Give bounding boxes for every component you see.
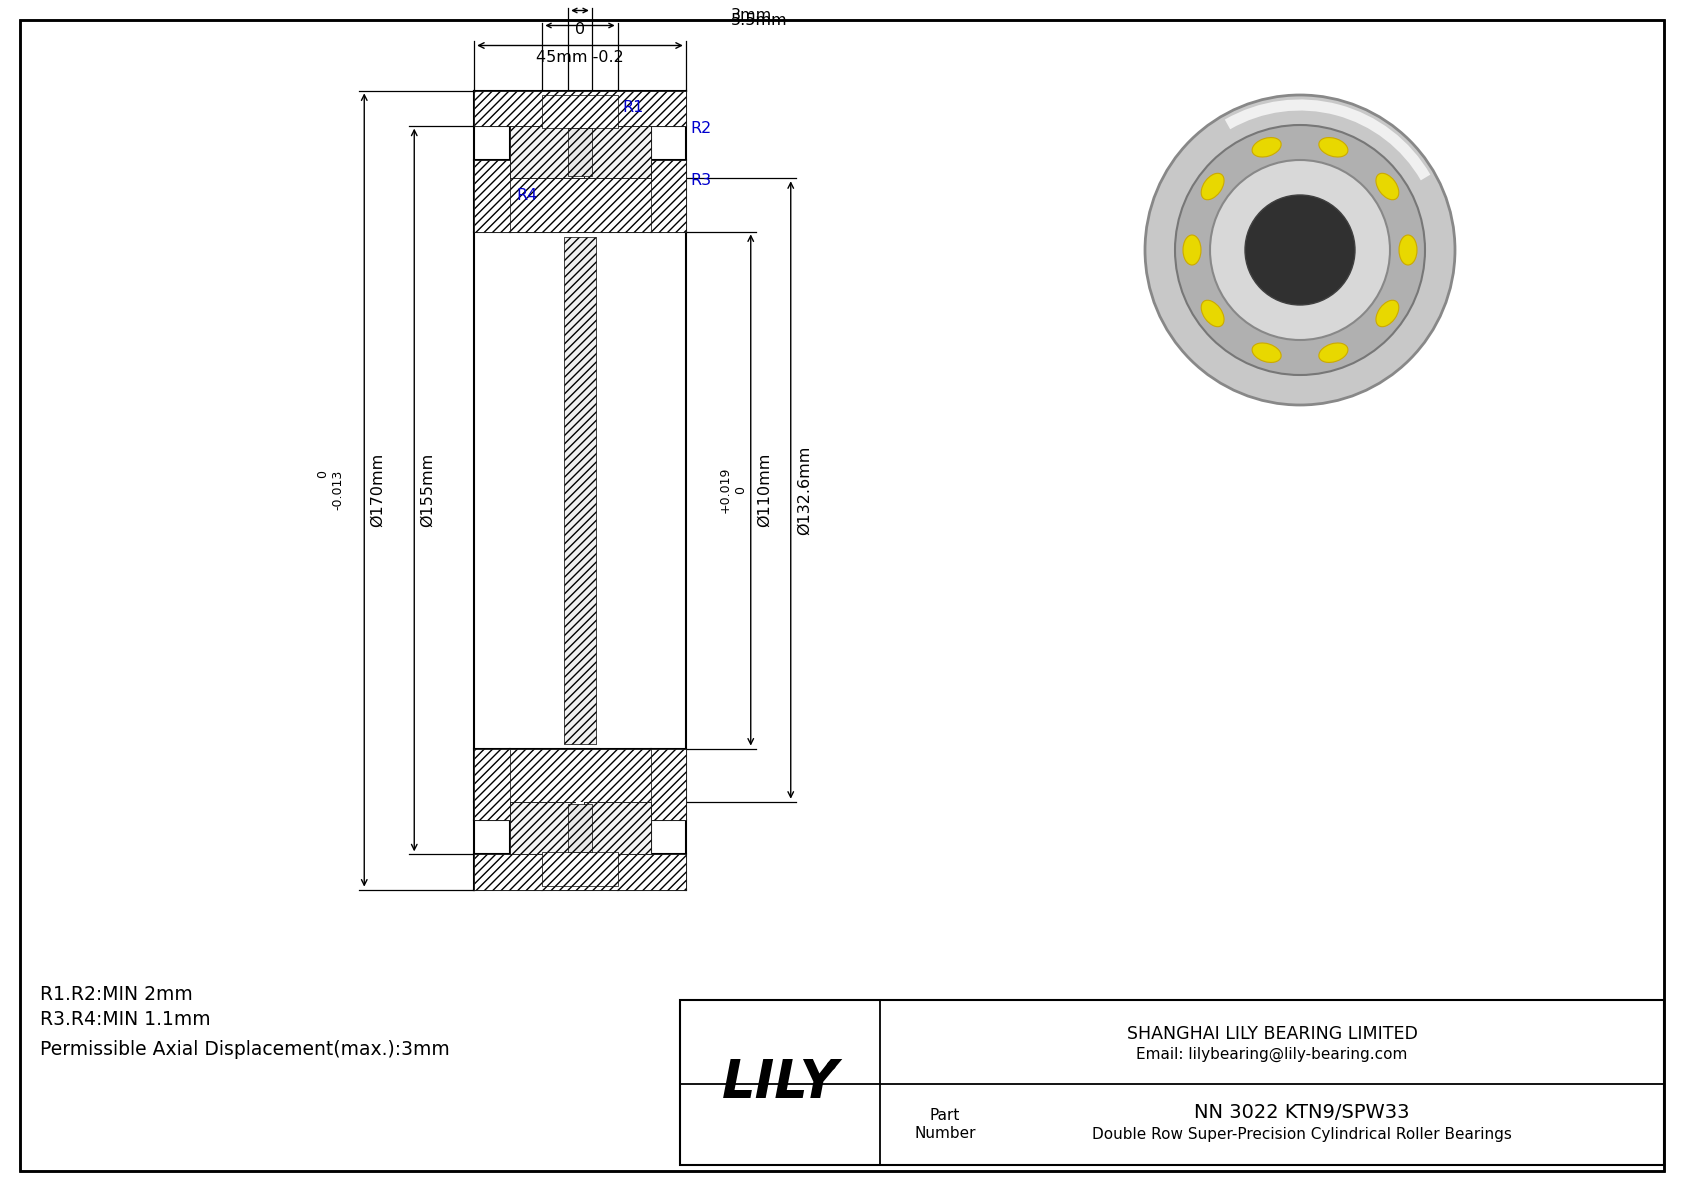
Circle shape — [1175, 125, 1425, 375]
Text: R1.R2:MIN 2mm: R1.R2:MIN 2mm — [40, 985, 192, 1004]
Bar — [475, 160, 510, 231]
Text: +0.019
0: +0.019 0 — [719, 467, 746, 513]
Ellipse shape — [1376, 173, 1399, 200]
Text: R3.R4:MIN 1.1mm: R3.R4:MIN 1.1mm — [40, 1010, 210, 1029]
Bar — [1079, 55, 1531, 445]
Bar — [650, 160, 685, 231]
Text: Double Row Super-Precision Cylindrical Roller Bearings: Double Row Super-Precision Cylindrical R… — [1091, 1127, 1512, 1142]
Ellipse shape — [1253, 137, 1282, 157]
Bar — [576, 126, 584, 179]
Ellipse shape — [1319, 137, 1347, 157]
Text: R4: R4 — [517, 188, 537, 204]
Ellipse shape — [1182, 235, 1201, 266]
Text: NN 3022 KTN9/SPW33: NN 3022 KTN9/SPW33 — [1194, 1103, 1410, 1122]
Bar — [510, 802, 576, 854]
Bar — [475, 179, 685, 231]
Ellipse shape — [1201, 173, 1224, 200]
Bar — [475, 748, 685, 802]
Text: 0: 0 — [574, 23, 584, 37]
Bar — [475, 748, 510, 821]
Text: ®: ® — [823, 1060, 837, 1073]
Text: Ø170mm: Ø170mm — [370, 453, 386, 528]
Text: SHANGHAI LILY BEARING LIMITED: SHANGHAI LILY BEARING LIMITED — [1127, 1025, 1418, 1043]
Text: 0
-0.013: 0 -0.013 — [317, 470, 344, 510]
Text: Email: lilybearing@lily-bearing.com: Email: lilybearing@lily-bearing.com — [1137, 1047, 1408, 1061]
Text: Permissible Axial Displacement(max.):3mm: Permissible Axial Displacement(max.):3mm — [40, 1040, 450, 1059]
Bar — [568, 127, 591, 176]
Bar — [584, 126, 650, 179]
Bar — [650, 748, 685, 821]
Text: R2: R2 — [690, 120, 712, 136]
Text: Part
Number: Part Number — [914, 1109, 975, 1141]
Circle shape — [1145, 95, 1455, 405]
Text: 45mm -0.2: 45mm -0.2 — [536, 50, 623, 64]
Bar — [542, 94, 618, 127]
Text: 3mm: 3mm — [731, 8, 771, 23]
Text: R1: R1 — [623, 100, 643, 116]
Circle shape — [1211, 160, 1389, 339]
Bar — [564, 237, 596, 743]
Ellipse shape — [1319, 343, 1347, 362]
Text: Ø132.6mm: Ø132.6mm — [797, 445, 812, 535]
Bar — [576, 802, 584, 854]
Bar — [584, 802, 650, 854]
Text: 5.5mm: 5.5mm — [731, 13, 788, 29]
Ellipse shape — [1201, 300, 1224, 326]
Bar — [510, 126, 576, 179]
Ellipse shape — [1399, 235, 1416, 266]
Text: R3: R3 — [690, 174, 712, 188]
Circle shape — [1244, 195, 1356, 305]
Bar — [475, 854, 685, 890]
Bar — [568, 804, 591, 853]
Bar — [542, 853, 618, 885]
Ellipse shape — [1376, 300, 1399, 326]
Ellipse shape — [1253, 343, 1282, 362]
Bar — [680, 1000, 1664, 1165]
Text: Ø110mm: Ø110mm — [756, 453, 771, 528]
Text: LILY: LILY — [721, 1056, 839, 1109]
Bar — [475, 91, 685, 126]
Text: Ø155mm: Ø155mm — [421, 453, 434, 528]
